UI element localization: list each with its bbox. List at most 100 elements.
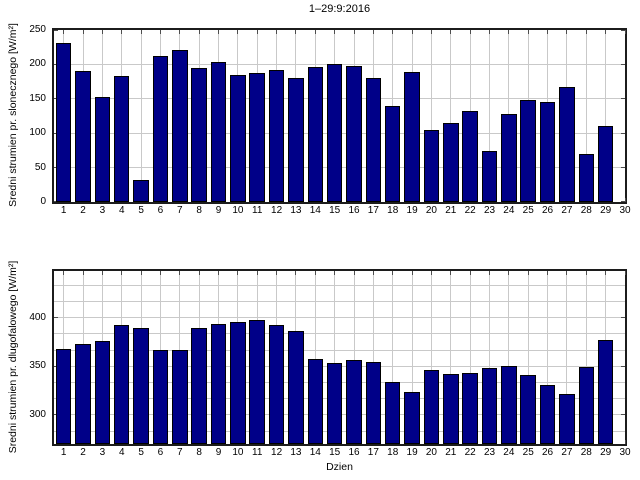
bar-day-15 xyxy=(326,64,343,202)
bar-day-22 xyxy=(462,373,478,444)
x-tick-mark xyxy=(82,271,84,275)
x-tick-label: 29 xyxy=(600,205,612,216)
bar-day-16 xyxy=(346,360,362,444)
y-tick-mark xyxy=(621,317,625,319)
x-tick-mark xyxy=(101,30,103,34)
gridline-horizontal xyxy=(54,63,625,65)
gridline-vertical xyxy=(489,271,490,444)
x-tick-label: 25 xyxy=(522,447,534,458)
x-tick-mark xyxy=(624,198,626,202)
y-tick-label: 150 xyxy=(29,92,46,104)
bar-day-2 xyxy=(75,343,91,444)
x-tick-mark xyxy=(179,271,181,275)
y-tick-label: 100 xyxy=(29,127,46,139)
x-tick-mark xyxy=(624,30,626,34)
x-tick-label: 27 xyxy=(561,447,573,458)
x-tick-mark xyxy=(508,271,510,275)
bar-day-8 xyxy=(191,328,207,444)
x-tick-mark xyxy=(430,30,432,34)
bar-day-1 xyxy=(55,348,72,444)
bar-day-9 xyxy=(210,324,227,444)
y-tick-mark xyxy=(54,317,58,319)
longwave-plot-area xyxy=(52,269,627,446)
bar-day-21 xyxy=(443,374,459,444)
x-tick-label: 10 xyxy=(232,205,244,216)
x-tick-mark xyxy=(314,30,316,34)
x-tick-label: 18 xyxy=(387,447,399,458)
x-tick-mark xyxy=(198,271,200,275)
y-tick-label: 400 xyxy=(29,311,46,323)
x-tick-label: 20 xyxy=(425,447,437,458)
bar-day-25 xyxy=(520,375,536,444)
bar-day-3 xyxy=(94,340,111,444)
gridline-vertical xyxy=(547,271,549,444)
x-tick-label: 29 xyxy=(600,447,612,458)
x-tick-label: 6 xyxy=(157,205,164,216)
y-tick-mark xyxy=(621,29,625,31)
x-tick-label: 12 xyxy=(271,205,283,216)
x-tick-mark xyxy=(140,30,142,34)
x-tick-label: 2 xyxy=(80,205,86,216)
bar-day-20 xyxy=(423,370,440,444)
x-tick-label: 16 xyxy=(348,205,360,216)
bar-day-3 xyxy=(94,96,111,202)
x-tick-mark xyxy=(372,271,374,275)
bar-day-7 xyxy=(172,349,188,444)
y-tick-mark xyxy=(621,132,625,134)
x-tick-label: 15 xyxy=(329,447,341,458)
x-tick-mark xyxy=(585,30,587,34)
x-tick-label: 28 xyxy=(580,447,592,458)
x-tick-label: 11 xyxy=(252,205,263,216)
gridline-vertical xyxy=(430,271,432,444)
y-tick-label: 350 xyxy=(29,360,46,372)
bar-day-1 xyxy=(55,43,72,202)
x-tick-label: 24 xyxy=(503,447,515,458)
x-tick-mark xyxy=(218,30,220,34)
bar-day-20 xyxy=(423,130,440,202)
bar-day-8 xyxy=(191,67,207,202)
y-tick-label: 50 xyxy=(34,161,46,173)
x-tick-label: 14 xyxy=(309,205,321,216)
y-tick-mark xyxy=(621,365,625,367)
x-tick-label: 30 xyxy=(619,205,631,216)
gridline-vertical xyxy=(140,30,142,202)
bar-day-25 xyxy=(520,100,536,202)
figure-title: 1–29:9:2016 xyxy=(308,3,371,15)
y-tick-mark xyxy=(621,98,625,100)
x-tick-label: 16 xyxy=(348,447,360,458)
gridline-vertical xyxy=(430,30,432,202)
gridline-horizontal xyxy=(54,284,625,286)
x-tick-mark xyxy=(159,271,161,275)
x-tick-mark xyxy=(276,30,278,34)
x-tick-label: 7 xyxy=(177,205,183,216)
x-tick-label: 12 xyxy=(271,447,283,458)
bar-day-4 xyxy=(114,325,130,444)
bar-day-6 xyxy=(152,56,169,202)
x-tick-mark xyxy=(82,30,84,34)
x-tick-mark xyxy=(605,271,607,275)
longwave-y-axis-label: Sredni strumien pr. dlugofalowego [W/m²] xyxy=(7,260,19,454)
x-tick-label: 21 xyxy=(445,205,457,216)
x-tick-mark xyxy=(566,30,568,34)
gridline-vertical xyxy=(450,271,452,444)
x-tick-label: 13 xyxy=(290,205,302,216)
x-tick-mark xyxy=(585,271,587,275)
bar-day-17 xyxy=(365,78,382,202)
x-tick-label: 23 xyxy=(483,447,496,458)
x-tick-label: 17 xyxy=(367,205,379,216)
gridline-vertical xyxy=(450,30,452,202)
x-tick-mark xyxy=(353,30,355,34)
x-tick-mark xyxy=(411,271,413,275)
bar-day-21 xyxy=(443,122,459,202)
bar-day-19 xyxy=(404,71,420,202)
x-tick-label: 28 xyxy=(580,205,592,216)
x-tick-mark xyxy=(430,271,432,275)
gridline-vertical xyxy=(334,271,336,444)
bar-day-5 xyxy=(133,328,149,444)
x-tick-mark xyxy=(469,271,471,275)
gridline-horizontal xyxy=(54,317,625,319)
bar-day-23 xyxy=(481,368,498,444)
gridline-vertical xyxy=(353,271,355,444)
x-tick-label: 26 xyxy=(542,205,554,216)
